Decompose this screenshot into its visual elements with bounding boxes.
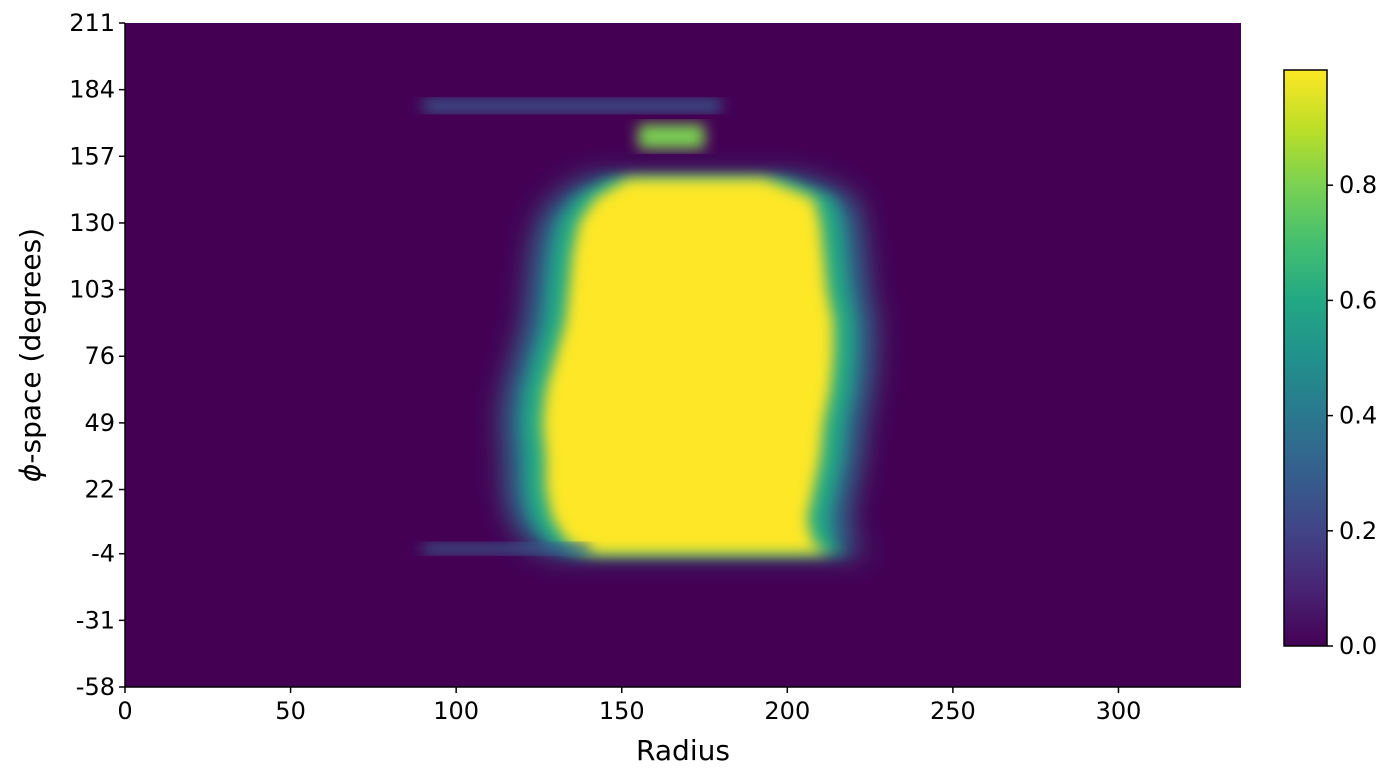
y-axis-label-symbol: ϕ: [14, 464, 47, 482]
colorbar-tick-label: 0.4: [1339, 402, 1377, 430]
y-tick-label: 103: [69, 276, 115, 304]
x-tick-label: 150: [599, 697, 645, 725]
y-tick-label: 157: [69, 142, 115, 170]
y-tick-label: -31: [76, 606, 115, 634]
x-tick-label: 200: [764, 697, 810, 725]
y-tick-label: 211: [69, 9, 115, 37]
y-tick-label: 49: [84, 409, 115, 437]
y-axis-ticks: 211 184 157 130 103 76 49 22 -4 -31 -58: [69, 9, 125, 701]
heatmap-feature: [638, 124, 705, 149]
colorbar-ticks: 0.0 0.2 0.4 0.6 0.8: [1327, 171, 1377, 660]
x-axis-label: Radius: [636, 734, 730, 767]
heatmap-feature: [423, 543, 589, 554]
heatmap-core-region: [542, 178, 834, 554]
x-tick-label: 100: [433, 697, 479, 725]
y-tick-label: -4: [91, 540, 115, 568]
heatmap-feature: [423, 99, 722, 112]
x-tick-label: 300: [1096, 697, 1142, 725]
y-tick-label: 76: [84, 342, 115, 370]
y-tick-label: -58: [76, 673, 115, 701]
colorbar-tick-label: 0.8: [1339, 171, 1377, 199]
x-tick-label: 250: [930, 697, 976, 725]
y-tick-label: 184: [69, 76, 115, 104]
y-tick-label: 130: [69, 209, 115, 237]
colorbar: [1283, 69, 1328, 647]
x-axis-ticks: 0 50 100 150 200 250 300: [117, 687, 1141, 725]
y-axis-label-text: -space (degrees): [14, 228, 47, 464]
y-tick-label: 22: [84, 476, 115, 504]
x-tick-label: 0: [117, 697, 132, 725]
heatmap-region-group: [423, 99, 874, 554]
colorbar-tick-label: 0.6: [1339, 286, 1377, 314]
y-axis-label: ϕ-space (degrees): [14, 228, 47, 482]
heatmap-secondary-features: [423, 99, 722, 554]
x-tick-label: 50: [275, 697, 306, 725]
colorbar-tick-label: 0.0: [1339, 632, 1377, 660]
colorbar-tick-label: 0.2: [1339, 517, 1377, 545]
